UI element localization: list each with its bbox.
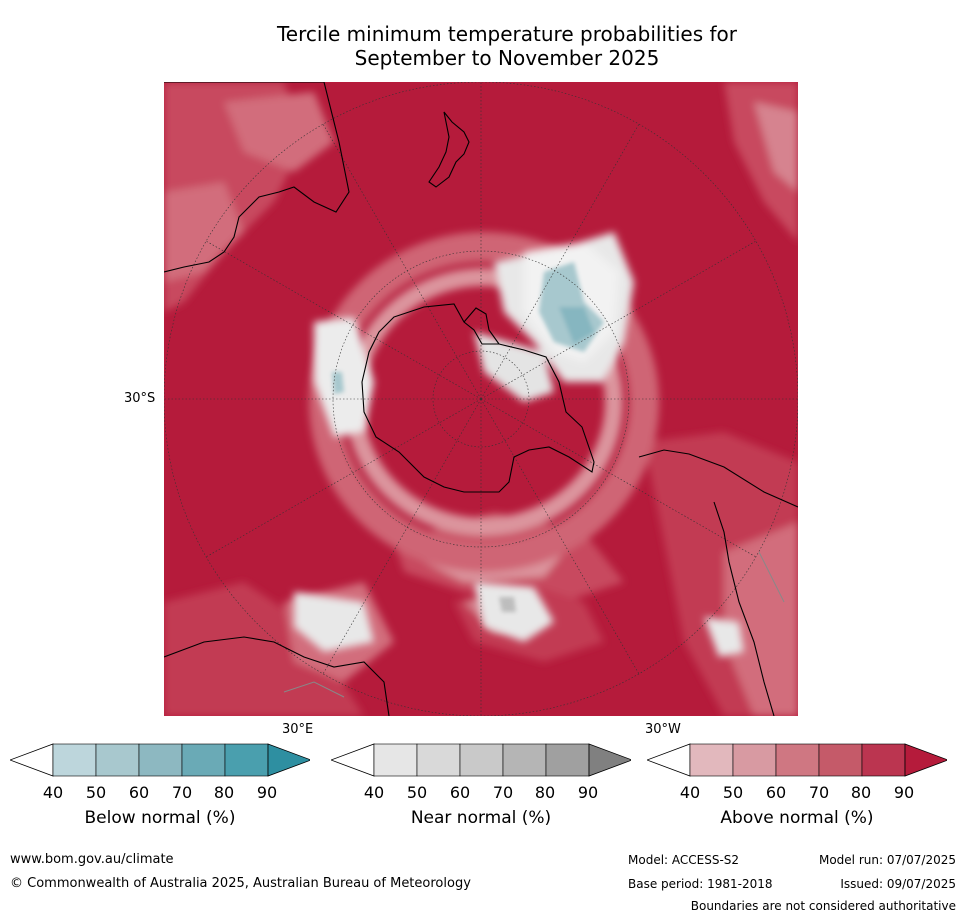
colorbar-segment <box>545 743 590 777</box>
footer-url[interactable]: www.bom.gov.au/climate <box>10 852 174 867</box>
footer-model-run: Model run: 07/07/2025 <box>818 853 956 867</box>
above-normal-colorbar <box>647 743 947 777</box>
colorbar-segment <box>95 743 140 777</box>
below-normal-title: Below normal (%) <box>84 808 236 828</box>
title-line-2: September to November 2025 <box>354 46 660 70</box>
colorbar-segment <box>224 743 269 777</box>
australia-coast <box>164 82 350 273</box>
tick: 50 <box>85 783 107 802</box>
colorbar-segment <box>416 743 461 777</box>
tick: 80 <box>213 783 235 802</box>
probability-map <box>164 82 798 716</box>
africa-coast <box>164 636 390 716</box>
south-america-coast <box>638 449 798 716</box>
colorbar-extend-high <box>588 743 631 777</box>
antarctica-coast <box>361 303 595 493</box>
near-normal-ticks: 40 50 60 70 80 90 <box>331 783 631 802</box>
title-line-1: Tercile minimum temperature probabilitie… <box>276 22 738 46</box>
polar-grid <box>164 82 798 716</box>
colorbar-extend-low <box>10 743 54 777</box>
colorbar-extend-low <box>647 743 691 777</box>
colorbar-segment <box>138 743 183 777</box>
above-normal-ticks: 40 50 60 70 80 90 <box>647 783 947 802</box>
colorbar-segment <box>459 743 504 777</box>
below-normal-patches <box>332 262 604 612</box>
country-borders <box>283 551 785 698</box>
lat-label-30s: 30°S <box>124 391 156 406</box>
tick: 80 <box>850 783 872 802</box>
tick: 60 <box>449 783 471 802</box>
near-normal-colorbar <box>331 743 631 777</box>
tick: 50 <box>406 783 428 802</box>
tick: 70 <box>808 783 830 802</box>
above-normal-title: Above normal (%) <box>720 808 874 828</box>
map-svg <box>164 82 798 716</box>
coastlines <box>164 82 798 716</box>
new-zealand-coast <box>428 111 470 188</box>
below-normal-colorbar <box>10 743 310 777</box>
tick: 70 <box>171 783 193 802</box>
colorbar-segment <box>775 743 820 777</box>
lon-label-30w: 30°W <box>645 722 681 737</box>
colorbar-segment <box>373 743 418 777</box>
tick: 60 <box>765 783 787 802</box>
colorbar-segment <box>689 743 734 777</box>
below-normal-ticks: 40 50 60 70 80 90 <box>10 783 310 802</box>
colorbar-segment <box>502 743 547 777</box>
tick: 60 <box>128 783 150 802</box>
colorbar-segment <box>818 743 863 777</box>
chart-title: Tercile minimum temperature probabilitie… <box>165 22 849 70</box>
footer-copyright: © Commonwealth of Australia 2025, Austra… <box>10 876 471 891</box>
tick: 70 <box>492 783 514 802</box>
colorbar-segment <box>52 743 97 777</box>
tick: 90 <box>577 783 599 802</box>
colorbar-segment <box>181 743 226 777</box>
tick: 90 <box>256 783 278 802</box>
colorbar-extend-high <box>904 743 947 777</box>
colorbar-extend-high <box>267 743 310 777</box>
footer-model: Model: ACCESS-S2 <box>628 853 740 867</box>
antarctic-peninsula <box>463 307 500 345</box>
lon-label-30e: 30°E <box>282 722 314 737</box>
tick: 90 <box>893 783 915 802</box>
tick: 50 <box>722 783 744 802</box>
tick: 40 <box>42 783 64 802</box>
colorbar-segment <box>732 743 777 777</box>
tick: 80 <box>534 783 556 802</box>
tick: 40 <box>679 783 701 802</box>
tick: 40 <box>363 783 385 802</box>
colorbar-segment <box>861 743 906 777</box>
colorbar-extend-low <box>331 743 375 777</box>
footer-disclaimer: Boundaries are not considered authoritat… <box>690 899 956 913</box>
near-normal-title: Near normal (%) <box>410 808 552 828</box>
footer-base-period: Base period: 1981-2018 <box>628 877 773 891</box>
footer-issued: Issued: 09/07/2025 <box>840 877 956 891</box>
